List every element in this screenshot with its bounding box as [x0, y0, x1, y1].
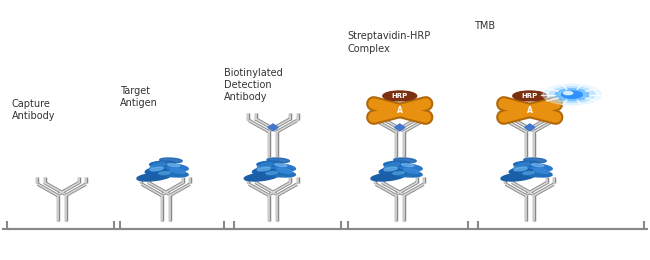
Polygon shape [395, 124, 405, 131]
Ellipse shape [384, 167, 397, 171]
Ellipse shape [394, 158, 416, 163]
Ellipse shape [160, 158, 182, 163]
Text: HRP: HRP [391, 93, 408, 99]
Ellipse shape [404, 168, 419, 173]
Ellipse shape [514, 167, 527, 171]
Ellipse shape [401, 164, 414, 167]
Text: TMB: TMB [474, 21, 495, 31]
Ellipse shape [257, 167, 270, 171]
Text: A: A [396, 106, 403, 115]
Ellipse shape [257, 161, 283, 166]
Text: Streptavidin-HRP
Complex: Streptavidin-HRP Complex [348, 31, 431, 54]
Ellipse shape [162, 164, 188, 171]
Ellipse shape [393, 172, 404, 174]
Ellipse shape [526, 164, 552, 171]
Ellipse shape [514, 161, 540, 166]
Ellipse shape [396, 164, 422, 171]
Ellipse shape [391, 170, 422, 177]
Ellipse shape [270, 164, 296, 171]
Ellipse shape [170, 168, 185, 173]
Ellipse shape [257, 162, 273, 169]
Text: Capture
Antibody: Capture Antibody [12, 99, 55, 121]
Ellipse shape [523, 172, 534, 174]
Ellipse shape [159, 172, 170, 174]
Text: HRP: HRP [521, 93, 538, 99]
Ellipse shape [384, 161, 410, 166]
Text: Biotinylated
Detection
Antibody: Biotinylated Detection Antibody [224, 68, 283, 102]
Ellipse shape [137, 173, 171, 181]
Ellipse shape [501, 173, 535, 181]
Ellipse shape [555, 89, 589, 101]
Ellipse shape [524, 158, 546, 163]
Text: A: A [526, 106, 533, 115]
Polygon shape [268, 124, 278, 131]
Ellipse shape [274, 164, 287, 167]
Ellipse shape [244, 173, 278, 181]
Polygon shape [525, 124, 535, 131]
Ellipse shape [264, 170, 295, 177]
Ellipse shape [514, 162, 530, 169]
Ellipse shape [513, 91, 547, 101]
Ellipse shape [531, 164, 544, 167]
Ellipse shape [150, 167, 163, 171]
Text: Target
Antigen: Target Antigen [120, 86, 158, 108]
Ellipse shape [562, 91, 582, 98]
Ellipse shape [521, 170, 552, 177]
Ellipse shape [509, 166, 538, 174]
Ellipse shape [266, 172, 278, 174]
Ellipse shape [371, 173, 405, 181]
Ellipse shape [549, 87, 595, 103]
Ellipse shape [150, 162, 166, 169]
Ellipse shape [379, 166, 408, 174]
Ellipse shape [167, 164, 180, 167]
Ellipse shape [383, 91, 417, 101]
Ellipse shape [277, 168, 292, 173]
Ellipse shape [384, 162, 400, 169]
Ellipse shape [543, 84, 601, 105]
Ellipse shape [150, 161, 176, 166]
Ellipse shape [145, 166, 174, 174]
Ellipse shape [157, 170, 188, 177]
Ellipse shape [252, 166, 281, 174]
Ellipse shape [267, 158, 289, 163]
Ellipse shape [564, 92, 573, 95]
Ellipse shape [534, 168, 549, 173]
